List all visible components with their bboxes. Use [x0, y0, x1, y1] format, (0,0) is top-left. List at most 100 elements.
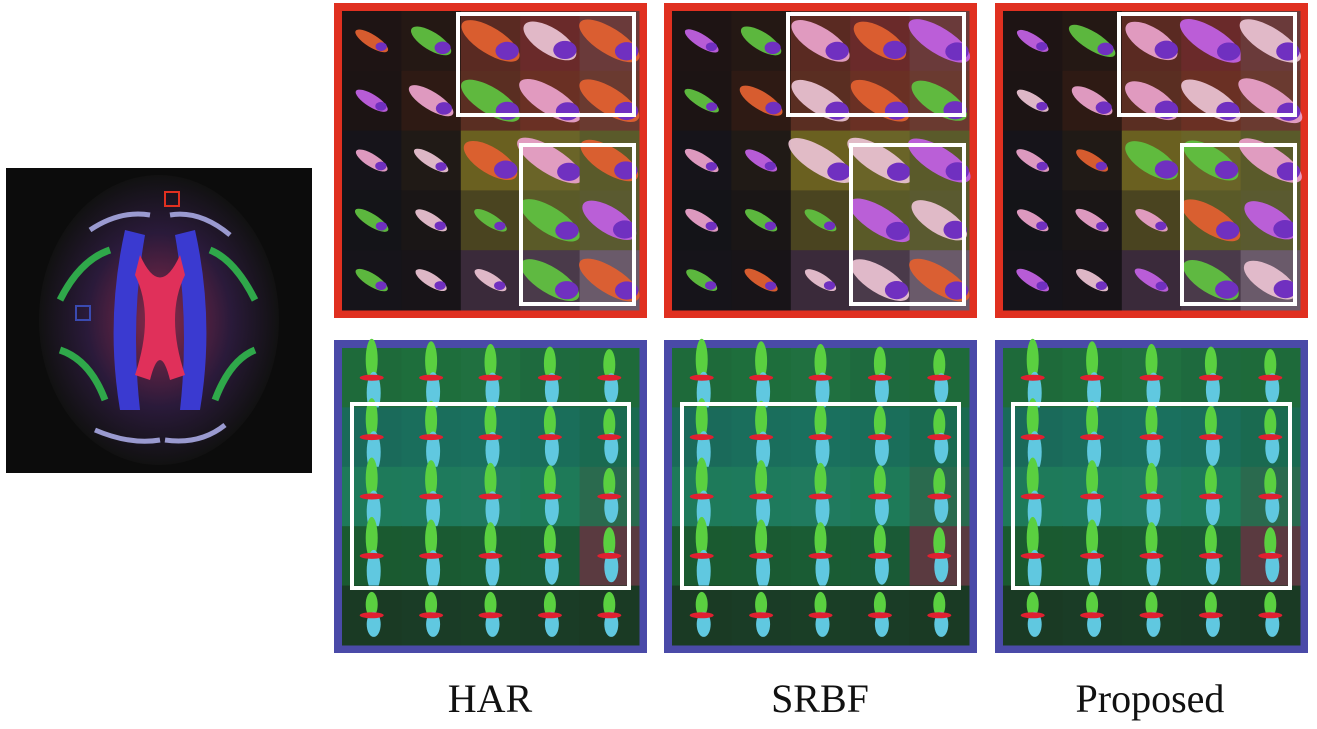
glyph-cross	[360, 553, 384, 559]
glyph-tip	[1155, 222, 1166, 231]
glyph-tip	[1216, 221, 1239, 239]
glyph-tip	[706, 162, 717, 171]
glyph-tip	[765, 221, 776, 230]
glyph-tip	[375, 102, 386, 111]
glyph-cross	[538, 612, 562, 618]
glyph-cross	[749, 553, 773, 559]
glyph-tip	[887, 163, 910, 181]
glyph-cross	[1080, 612, 1104, 618]
glyph-tip	[706, 42, 717, 51]
glyph-cross	[419, 494, 443, 500]
glyph-cross	[1258, 375, 1282, 381]
glyph-tip	[824, 281, 835, 290]
glyph-tip	[434, 281, 445, 290]
glyph-tip	[705, 281, 716, 290]
glyph-tip	[1096, 162, 1107, 171]
red-panel	[664, 3, 977, 318]
glyph-cross	[690, 434, 714, 440]
glyph-tip	[1097, 43, 1113, 56]
glyph-cross	[927, 375, 951, 381]
glyph-tip	[765, 102, 781, 115]
glyph-cross	[1021, 434, 1045, 440]
glyph-tip	[435, 162, 446, 171]
glyph-cross	[749, 375, 773, 381]
glyph-cross	[479, 434, 503, 440]
glyph-cross	[927, 434, 951, 440]
glyph-cross	[1140, 434, 1164, 440]
glyph-tip	[706, 222, 717, 231]
glyph-cross	[1199, 375, 1223, 381]
glyph-tip	[375, 281, 386, 290]
glyph-tip	[556, 102, 579, 120]
glyph-tip	[825, 42, 848, 60]
glyph-cross	[809, 553, 833, 559]
glyph-cross	[479, 612, 503, 618]
glyph-cross	[1080, 494, 1104, 500]
glyph-cross	[597, 612, 621, 618]
glyph-cross	[1140, 612, 1164, 618]
glyph-cross	[1140, 553, 1164, 559]
glyph-tip	[1037, 162, 1048, 171]
glyph-cross	[1199, 494, 1223, 500]
glyph-cross	[868, 494, 892, 500]
glyph-tip	[1215, 161, 1238, 179]
glyph-tip	[496, 102, 519, 120]
method-label: HAR	[448, 676, 533, 721]
glyph-tip	[1096, 222, 1107, 231]
glyph-cross	[809, 375, 833, 381]
glyph-cross	[868, 553, 892, 559]
glyph-tip	[1096, 281, 1107, 290]
glyph-cross	[1021, 494, 1045, 500]
glyph-cross	[1258, 553, 1282, 559]
glyph-cross	[419, 553, 443, 559]
glyph-tip	[1036, 102, 1047, 111]
glyph-cross	[868, 375, 892, 381]
glyph-tip	[1036, 42, 1047, 51]
glyph-cross	[927, 553, 951, 559]
glyph-tip	[555, 221, 578, 239]
glyph-tip	[375, 162, 386, 171]
glyph-tip	[435, 42, 451, 55]
glyph-cross	[809, 612, 833, 618]
glyph-tip	[765, 42, 781, 55]
glyph-tip	[885, 281, 908, 299]
glyph-cross	[809, 494, 833, 500]
glyph-tip	[494, 161, 517, 179]
glyph-tip	[765, 162, 776, 171]
method-label: Proposed	[1076, 676, 1225, 721]
glyph-tip	[827, 162, 850, 180]
glyph-cross	[927, 612, 951, 618]
glyph-cross	[927, 494, 951, 500]
glyph-cross	[597, 375, 621, 381]
panels	[334, 3, 1308, 653]
glyph-cross	[419, 612, 443, 618]
glyph-tip	[1215, 281, 1238, 299]
glyph-tip	[765, 281, 776, 290]
glyph-cross	[597, 434, 621, 440]
glyph-tip	[706, 102, 717, 111]
glyph-tip	[1155, 41, 1178, 59]
glyph-tip	[376, 222, 387, 231]
glyph-tip	[436, 102, 452, 115]
blue-panel	[995, 339, 1308, 653]
glyph-tip	[825, 102, 848, 120]
blue-panel	[664, 339, 977, 653]
glyph-tip	[555, 281, 578, 299]
glyph-tip	[557, 163, 580, 181]
glyph-tip	[1096, 101, 1112, 114]
glyph-cross	[749, 434, 773, 440]
glyph-cross	[690, 612, 714, 618]
glyph-tip	[553, 41, 576, 59]
glyph-cross	[809, 434, 833, 440]
glyph-tip	[495, 42, 518, 60]
glyph-cross	[1021, 553, 1045, 559]
glyph-cross	[1080, 434, 1104, 440]
glyph-cross	[479, 553, 503, 559]
glyph-cross	[1080, 375, 1104, 381]
glyph-cross	[868, 434, 892, 440]
glyph-cross	[1140, 375, 1164, 381]
glyph-cross	[538, 434, 562, 440]
glyph-cross	[419, 434, 443, 440]
glyph-cross	[360, 375, 384, 381]
glyph-cross	[538, 375, 562, 381]
